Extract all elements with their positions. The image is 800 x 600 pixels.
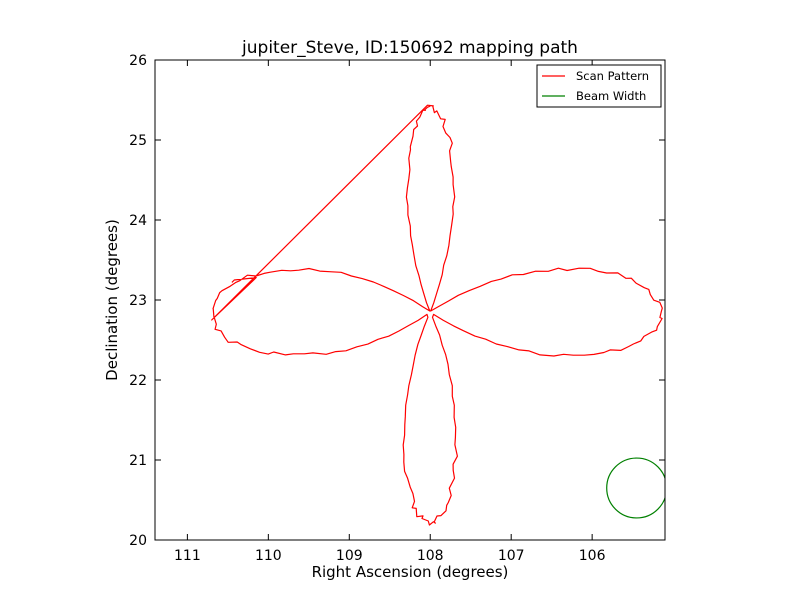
- plot-content: [211, 104, 665, 526]
- y-tick-label: 23: [129, 293, 147, 309]
- x-axis-label: Right Ascension (degrees): [312, 563, 509, 581]
- y-tick-label: 26: [129, 53, 147, 69]
- legend-label-scan-pattern: Scan Pattern: [576, 69, 649, 83]
- legend-box: [536, 64, 662, 108]
- y-tick-label: 24: [129, 213, 147, 229]
- y-tick-label: 21: [129, 453, 147, 469]
- legend: Scan Pattern Beam Width: [536, 64, 662, 108]
- y-axis-ticks: 20 21 22 23 24 25 26: [129, 53, 665, 549]
- y-tick-label: 25: [129, 133, 147, 149]
- x-tick-label: 106: [579, 548, 606, 564]
- scan-pattern-line: [211, 104, 663, 526]
- x-tick-label: 107: [498, 548, 525, 564]
- beam-width-circle: [606, 457, 665, 519]
- y-tick-label: 22: [129, 373, 147, 389]
- y-axis-label: Declination (degrees): [103, 219, 121, 381]
- x-tick-label: 109: [336, 548, 363, 564]
- x-axis-ticks: 111 110 109 108 107 106: [174, 60, 606, 564]
- y-tick-label: 20: [129, 533, 147, 549]
- x-tick-label: 110: [255, 548, 282, 564]
- legend-label-beam-width: Beam Width: [576, 89, 646, 103]
- chart-title: jupiter_Steve, ID:150692 mapping path: [241, 38, 578, 58]
- x-tick-label: 111: [174, 548, 201, 564]
- x-tick-label: 108: [417, 548, 444, 564]
